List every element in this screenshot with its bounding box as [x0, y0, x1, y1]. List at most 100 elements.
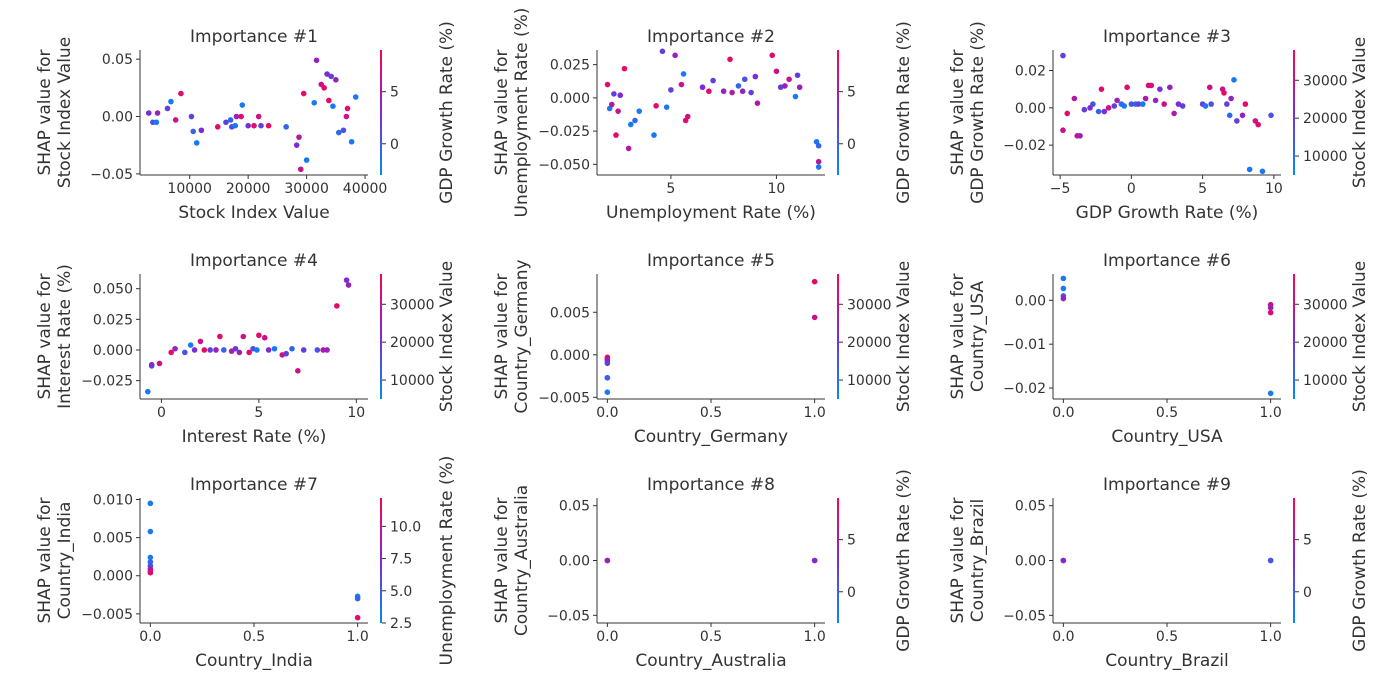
data-point — [1221, 90, 1227, 96]
data-point — [147, 554, 154, 561]
y-axis-label-line-1: SHAP value for — [492, 497, 512, 623]
colorbar — [1293, 50, 1295, 175]
data-point — [1226, 112, 1233, 119]
y-tick-label: −0.05 — [90, 167, 133, 183]
x-tick-label: 0 — [1127, 181, 1136, 197]
data-point — [220, 347, 227, 353]
data-point — [334, 303, 340, 309]
data-point — [1071, 95, 1078, 102]
colorbar-tick-label: 20000 — [847, 335, 892, 351]
data-point — [283, 350, 289, 357]
data-point — [794, 72, 801, 79]
x-axis-label: Country_Germany — [634, 427, 788, 447]
x-axis-label: Country_Brazil — [1105, 651, 1228, 671]
colorbar-label: Stock Index Value — [894, 261, 914, 412]
x-tick-label: 0.0 — [596, 629, 618, 645]
data-point — [324, 347, 330, 353]
colorbar-tick-label: 20000 — [1303, 335, 1348, 351]
data-point — [283, 124, 289, 130]
x-tick-label: −5 — [1050, 181, 1071, 197]
data-point — [1267, 557, 1274, 564]
data-point — [651, 132, 657, 138]
data-point — [345, 282, 352, 288]
data-point — [815, 158, 822, 165]
data-point — [240, 333, 247, 340]
y-tick-label: 0.000 — [93, 343, 133, 359]
data-point — [156, 360, 163, 367]
data-point — [193, 140, 200, 146]
x-tick-label: 10000 — [167, 181, 212, 197]
y-tick-label: 0.025 — [93, 312, 133, 328]
subplot-title: Importance #7 — [190, 475, 318, 495]
data-point — [1268, 112, 1274, 119]
y-tick-label: −0.005 — [538, 390, 590, 406]
data-point — [188, 113, 195, 120]
data-point — [604, 374, 611, 381]
colorbar-tick-label: 30000 — [390, 297, 435, 313]
data-point — [201, 347, 208, 353]
data-point — [348, 138, 355, 145]
data-point — [636, 108, 643, 114]
data-point — [328, 73, 334, 80]
data-point — [621, 65, 628, 72]
data-point — [343, 277, 350, 283]
x-tick-label: 0.5 — [700, 405, 722, 421]
data-point — [1111, 103, 1118, 109]
data-point — [1179, 103, 1186, 109]
data-point — [223, 119, 229, 126]
colorbar-tick-label: 0 — [390, 137, 399, 153]
data-point — [178, 90, 184, 97]
data-point — [1242, 101, 1249, 107]
y-axis-label-line-2: Country_India — [55, 502, 75, 620]
y-tick-label: −0.01 — [1003, 337, 1046, 353]
y-axis-label-line-2: Interest Rate (%) — [55, 264, 75, 409]
colorbar-label: GDP Growth Rate (%) — [1350, 469, 1370, 652]
x-tick-label: 5 — [1198, 181, 1207, 197]
data-point — [144, 388, 151, 395]
data-point — [720, 88, 727, 95]
subplot-title: Importance #3 — [1103, 27, 1231, 47]
y-tick-label: −0.05 — [547, 608, 590, 624]
data-point — [313, 57, 320, 64]
data-point — [752, 73, 759, 80]
data-point — [608, 101, 615, 108]
data-point — [251, 122, 257, 129]
y-tick-label: 0.000 — [93, 569, 133, 585]
colorbar-tick-label: 20000 — [1303, 111, 1348, 127]
x-tick-label: 1.0 — [804, 405, 826, 421]
data-point — [632, 117, 638, 124]
y-axis-label: SHAP value for Country_India — [35, 497, 75, 623]
data-point — [168, 349, 174, 356]
data-point — [741, 76, 748, 83]
x-axis-label: Country_Australia — [635, 651, 786, 671]
x-axis-label: Unemployment Rate (%) — [606, 203, 816, 223]
data-point — [1081, 106, 1088, 113]
colorbar-tick-label: 5 — [1303, 533, 1312, 549]
data-point — [326, 97, 332, 104]
colorbar-tick-label: 5 — [847, 533, 856, 549]
data-point — [769, 52, 776, 59]
data-point — [1121, 103, 1128, 109]
y-tick-label: −0.02 — [1003, 381, 1046, 397]
data-point — [217, 333, 223, 340]
y-tick-label: −0.025 — [81, 374, 133, 390]
data-point — [1152, 97, 1159, 104]
colorbar-tick-label: 5 — [390, 85, 399, 101]
data-point — [777, 84, 784, 91]
data-point — [314, 347, 321, 353]
data-point — [782, 83, 788, 89]
data-point — [324, 71, 330, 77]
data-point — [811, 278, 818, 285]
data-point — [254, 347, 260, 353]
data-point — [1267, 390, 1274, 397]
data-point — [1139, 101, 1146, 107]
y-tick-label: 0.02 — [1015, 64, 1046, 80]
colorbar-tick-label: 30000 — [1303, 297, 1348, 313]
data-point — [604, 389, 611, 395]
data-point — [1267, 304, 1274, 311]
data-point — [625, 145, 632, 152]
data-point — [1060, 275, 1067, 282]
colorbar-tick-label: 2.5 — [390, 616, 412, 632]
data-point — [172, 117, 179, 123]
colorbar-tick-label: 5.0 — [390, 584, 412, 600]
